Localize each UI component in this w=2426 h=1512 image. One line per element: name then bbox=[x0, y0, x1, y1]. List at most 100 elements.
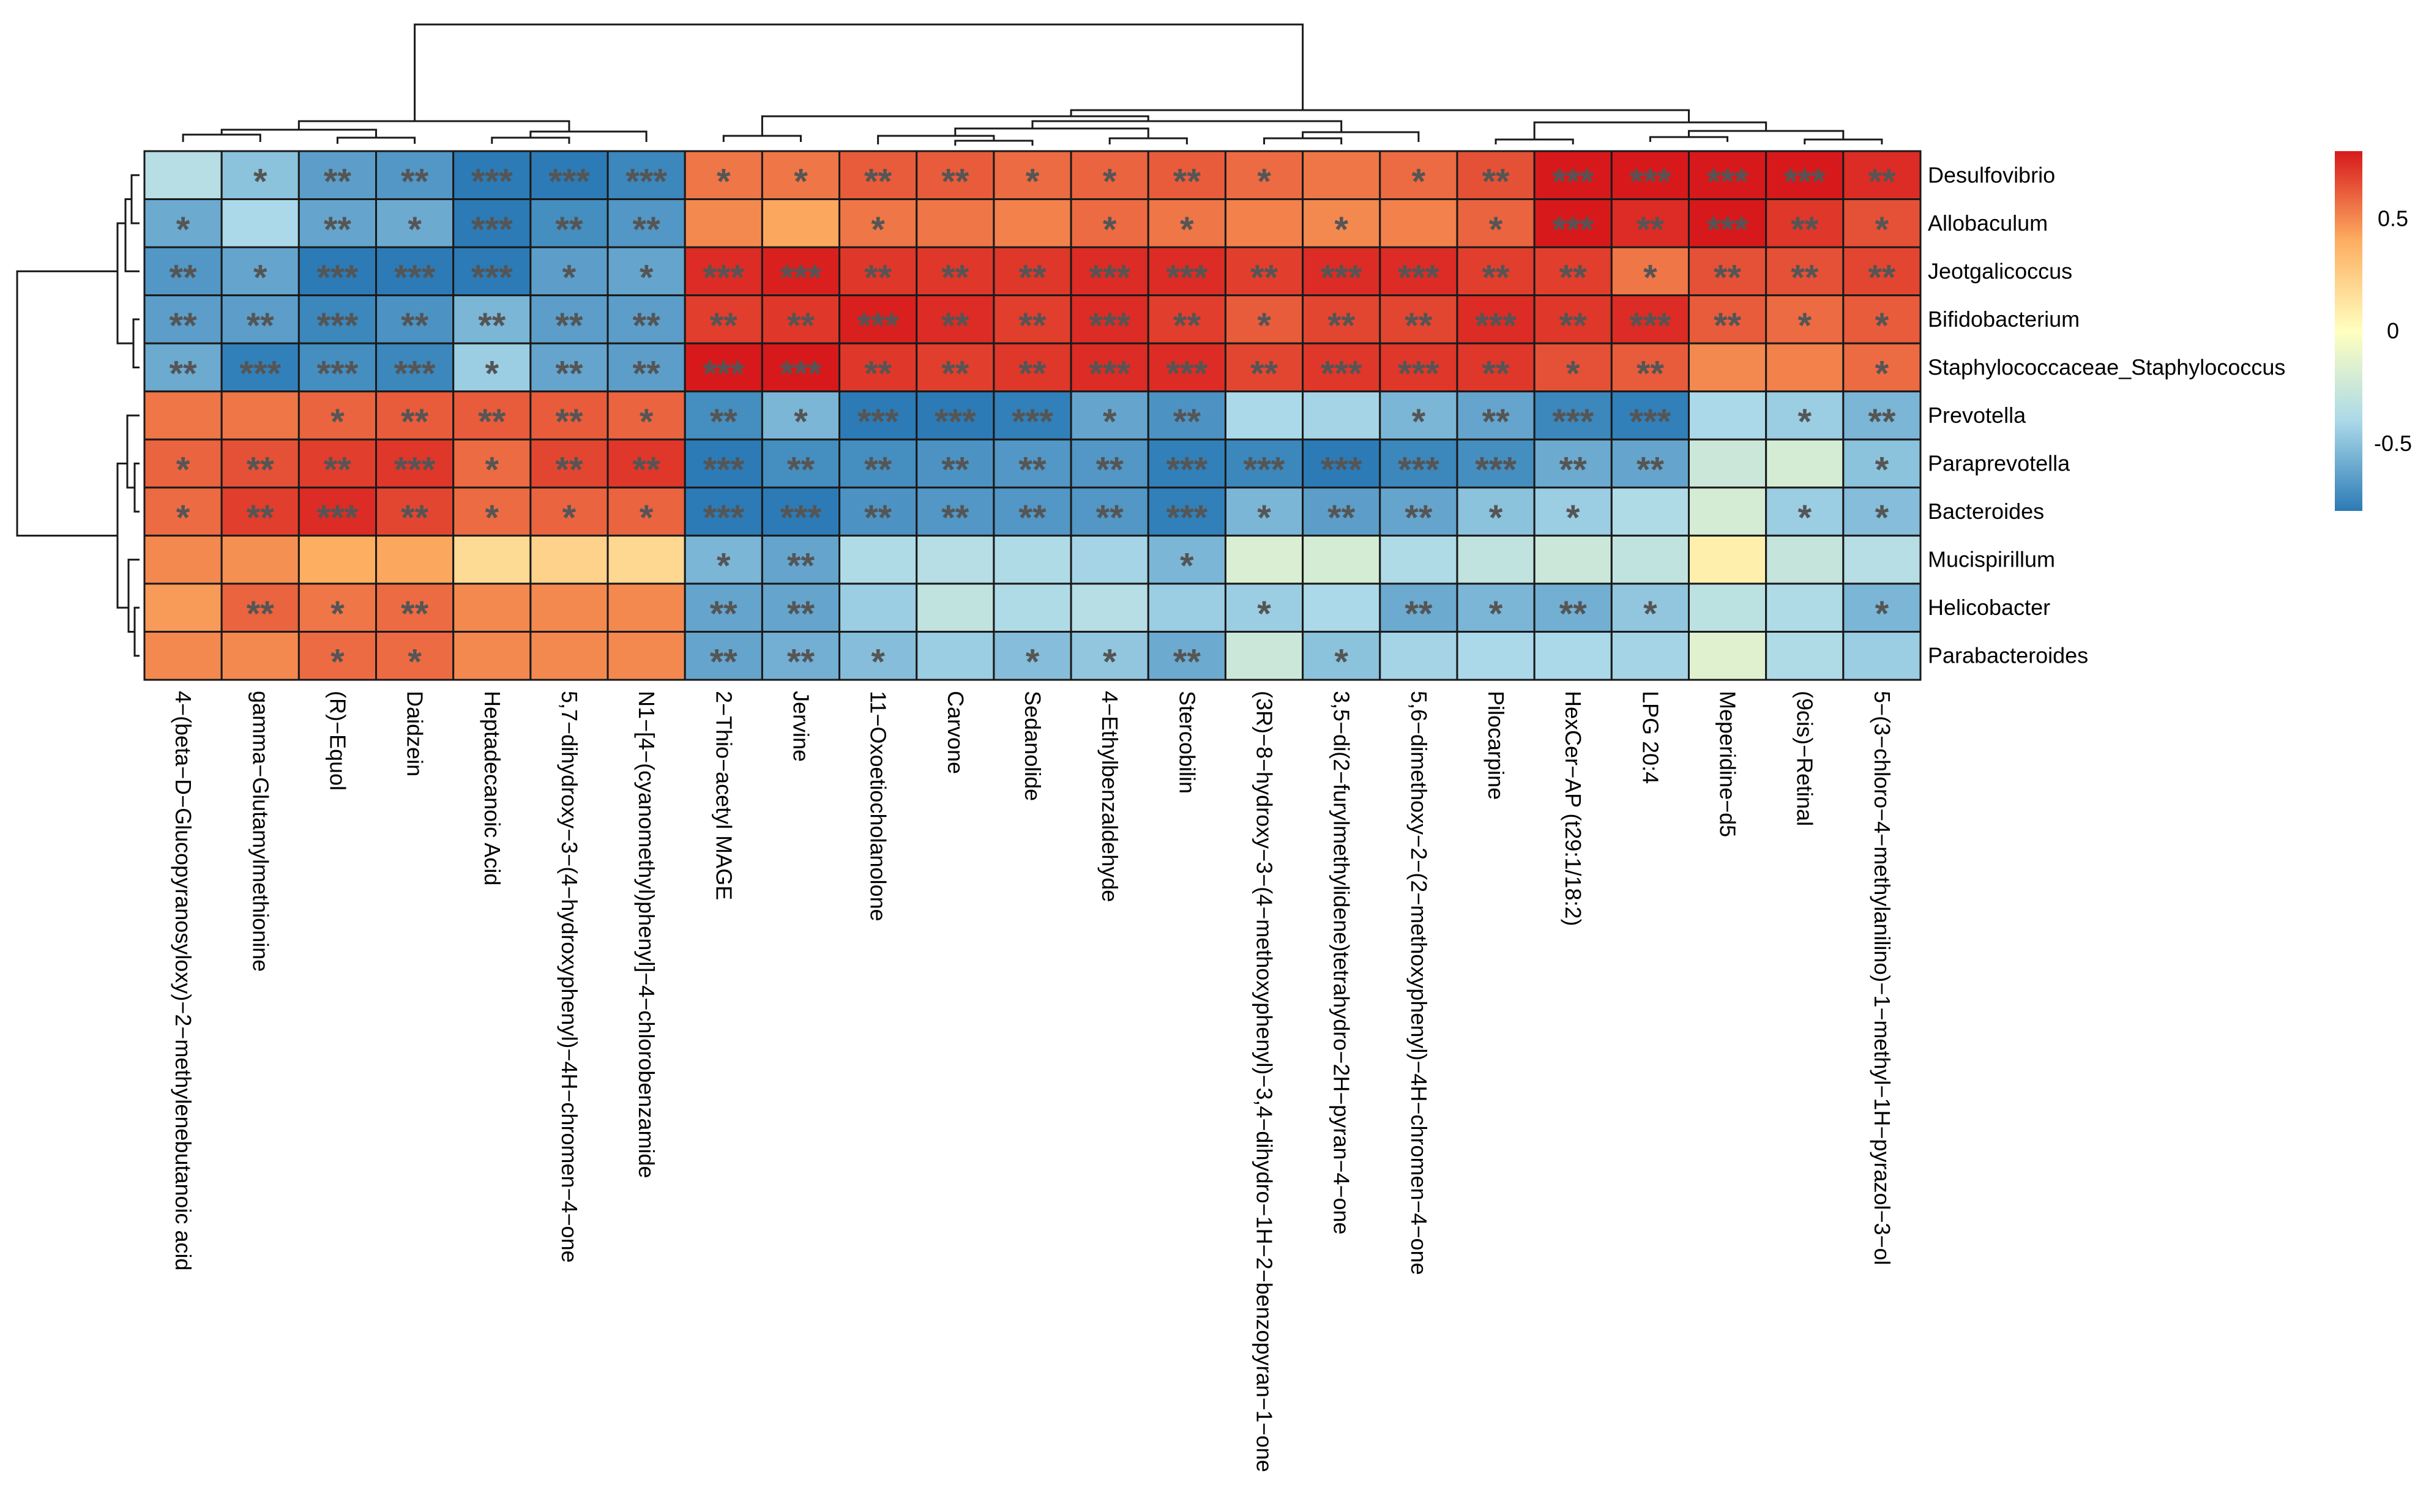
significance-star: ** bbox=[633, 306, 661, 346]
significance-star: * bbox=[1257, 498, 1271, 538]
heatmap-cell bbox=[452, 534, 532, 585]
column-label: (R)−Equol bbox=[325, 691, 350, 791]
dendrogram-branch bbox=[336, 136, 416, 144]
dendrogram-branch bbox=[1263, 137, 1343, 144]
heatmap-cell bbox=[1147, 342, 1226, 393]
significance-star: *** bbox=[1166, 354, 1207, 393]
significance-star: * bbox=[1103, 402, 1117, 442]
dendrogram-branch bbox=[1031, 120, 1343, 132]
significance-star: * bbox=[562, 258, 577, 297]
heatmap-cell bbox=[1533, 294, 1613, 344]
heatmap-cell bbox=[1147, 438, 1226, 489]
heatmap-cell bbox=[1456, 438, 1536, 489]
row-dendrogram bbox=[16, 174, 140, 657]
significance-star: ** bbox=[1714, 306, 1742, 346]
significance-star: ** bbox=[478, 402, 506, 442]
heatmap-cell bbox=[1302, 630, 1381, 681]
significance-star: * bbox=[253, 162, 267, 201]
significance-star: ** bbox=[401, 498, 429, 538]
legend-color-bar bbox=[2335, 151, 2362, 511]
heatmap-cell bbox=[1302, 342, 1381, 393]
significance-star: ** bbox=[633, 354, 661, 393]
heatmap-cell bbox=[1610, 342, 1690, 393]
dendrogram-branch bbox=[1108, 137, 1188, 144]
heatmap-cell bbox=[916, 294, 995, 344]
dendrogram-branch bbox=[1495, 138, 1574, 144]
heatmap-cell bbox=[1070, 630, 1149, 681]
significance-star: *** bbox=[1552, 210, 1594, 250]
heatmap-cell bbox=[761, 630, 841, 681]
significance-star: *** bbox=[1089, 306, 1130, 346]
significance-star: *** bbox=[1398, 258, 1439, 297]
heatmap-cell bbox=[1842, 390, 1922, 441]
significance-star: ** bbox=[324, 450, 352, 490]
significance-star: ** bbox=[1173, 642, 1201, 682]
significance-star: ** bbox=[941, 306, 969, 346]
heatmap-cell bbox=[1456, 630, 1536, 681]
significance-star: ** bbox=[1018, 258, 1047, 297]
significance-star: ** bbox=[1405, 594, 1433, 634]
significance-star: *** bbox=[1552, 162, 1594, 201]
column-label: 3,5−di(2−furylmethylidene)tetrahydro−2H−… bbox=[1329, 691, 1354, 1235]
significance-star: ** bbox=[1018, 354, 1047, 393]
dendrogram-branch bbox=[133, 463, 140, 513]
column-label: HexCer−AP (t29:1/18:2) bbox=[1561, 691, 1586, 926]
heatmap-cell bbox=[1687, 486, 1767, 537]
heatmap-cell bbox=[993, 150, 1072, 201]
significance-star: * bbox=[1180, 546, 1194, 586]
significance-star: * bbox=[1797, 306, 1812, 346]
significance-star: *** bbox=[1012, 402, 1053, 442]
column-label: N1−[4−(cyanomethyl)phenyl]−4−chlorobenza… bbox=[634, 691, 659, 1178]
significance-star: *** bbox=[1166, 498, 1207, 538]
significance-star: ** bbox=[710, 594, 738, 634]
heatmap-cell bbox=[375, 246, 455, 297]
color-legend: 0.5 0 -0.5 bbox=[2335, 151, 2412, 511]
heatmap-cell bbox=[916, 630, 995, 681]
significance-star: * bbox=[640, 258, 654, 297]
significance-star: ** bbox=[787, 594, 815, 634]
significance-star: *** bbox=[703, 258, 744, 297]
row-label: Mucispirillum bbox=[1928, 547, 2055, 572]
heatmap-cell bbox=[606, 630, 686, 681]
significance-star: ** bbox=[324, 162, 352, 201]
heatmap-cell bbox=[1070, 342, 1149, 393]
significance-star: ** bbox=[864, 258, 892, 297]
significance-star: ** bbox=[1173, 162, 1201, 201]
significance-star: *** bbox=[703, 450, 744, 490]
column-label: 5,6−dimethoxy−2−(2−methoxyphenyl)−4H−chr… bbox=[1406, 691, 1431, 1275]
significance-star: ** bbox=[1096, 450, 1124, 490]
heatmap-cell bbox=[220, 150, 300, 201]
significance-star: *** bbox=[317, 354, 359, 393]
column-label: Meperidine−d5 bbox=[1715, 691, 1741, 837]
heatmap-cell bbox=[684, 390, 763, 441]
significance-star: ** bbox=[1173, 402, 1201, 442]
heatmap-cell bbox=[375, 438, 455, 489]
heatmap-cell bbox=[1456, 294, 1536, 344]
heatmap-cell bbox=[1687, 630, 1767, 681]
significance-star: ** bbox=[1868, 162, 1896, 201]
significance-star: ** bbox=[633, 210, 661, 250]
significance-star: *** bbox=[1321, 354, 1362, 393]
significance-star: ** bbox=[170, 258, 198, 297]
heatmap-cell bbox=[606, 246, 686, 297]
heatmap-cell bbox=[529, 246, 609, 297]
heatmap-cell bbox=[1379, 198, 1458, 248]
significance-star: ** bbox=[864, 498, 892, 538]
heatmap-cell bbox=[838, 390, 918, 441]
significance-star: * bbox=[1875, 450, 1889, 490]
column-label: 4−(beta−D−Glucopyranosyloxy)−2−methylene… bbox=[171, 691, 196, 1271]
dendrogram-branch bbox=[1687, 130, 1845, 140]
heatmap-cell bbox=[452, 390, 532, 441]
significance-star: ** bbox=[1250, 258, 1278, 297]
heatmap-cell bbox=[1379, 342, 1458, 393]
significance-star: ** bbox=[941, 498, 969, 538]
heatmap-cell bbox=[1765, 438, 1845, 489]
significance-star: *** bbox=[394, 258, 436, 297]
heatmap-cell bbox=[452, 583, 532, 633]
dendrogram-branch bbox=[414, 23, 1304, 121]
heatmap-cell bbox=[1147, 246, 1226, 297]
heatmap-cell bbox=[375, 198, 455, 248]
heatmap-cell bbox=[375, 342, 455, 393]
column-label: 11−Oxoetiocholanolone bbox=[866, 691, 891, 922]
heatmap-cell bbox=[1070, 150, 1149, 201]
